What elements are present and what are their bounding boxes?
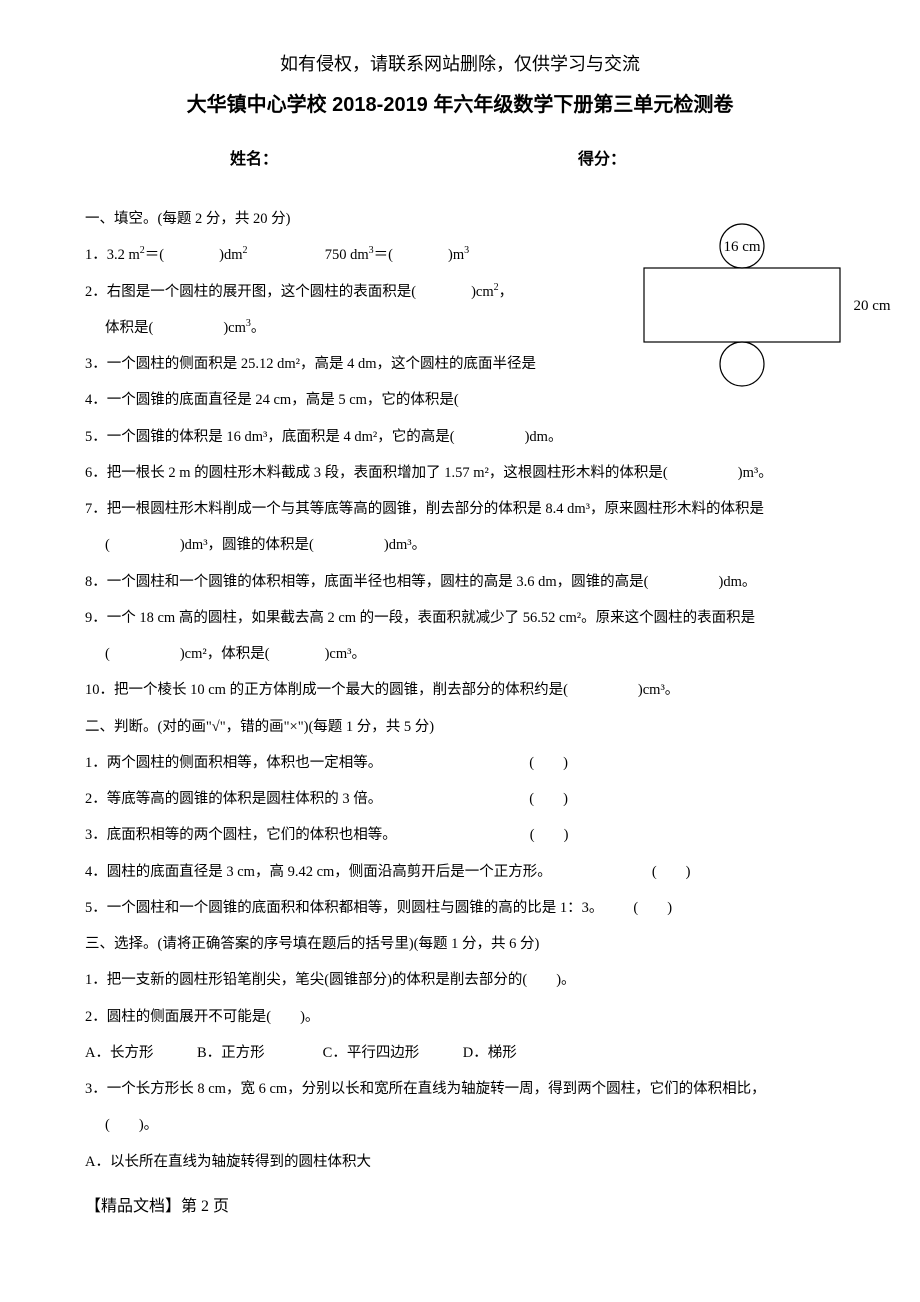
s1-q10: 10．把一个棱长 10 cm 的正方体削成一个最大的圆锥，削去部分的体积约是()… (85, 672, 835, 708)
s2-q1: 1．两个圆柱的侧面积相等，体积也一定相等。( ) (85, 745, 835, 781)
s1-q7-line1: 7．把一根圆柱形木料削成一个与其等底等高的圆锥，削去部分的体积是 8.4 dm³… (85, 491, 835, 527)
header-disclaimer: 如有侵权，请联系网站删除，仅供学习与交流 (85, 50, 835, 76)
s3-q2-opts: A．长方形 B．正方形 C．平行四边形 D．梯形 (85, 1035, 835, 1071)
s3-q1: 1．把一支新的圆柱形铅笔削尖，笔尖(圆锥部分)的体积是削去部分的( )。 (85, 962, 835, 998)
s2-q4: 4．圆柱的底面直径是 3 cm，高 9.42 cm，侧面沿高剪开后是一个正方形。… (85, 854, 835, 890)
s2-q5: 5．一个圆柱和一个圆锥的底面积和体积都相等，则圆柱与圆锥的高的比是 1：3。( … (85, 890, 835, 926)
exam-title: 大华镇中心学校 2018-2019 年六年级数学下册第三单元检测卷 (85, 88, 835, 117)
s3-q3-line2: ( )。 (85, 1107, 835, 1143)
s3-q3-optA: A．以长所在直线为轴旋转得到的圆柱体积大 (85, 1144, 835, 1180)
s1-q8: 8．一个圆柱和一个圆锥的体积相等，底面半径也相等，圆柱的高是 3.6 dm，圆锥… (85, 564, 835, 600)
s2-q2: 2．等底等高的圆锥的体积是圆柱体积的 3 倍。( ) (85, 781, 835, 817)
s1-q5: 5．一个圆锥的体积是 16 dm³，底面积是 4 dm²，它的高是()dm。 (85, 419, 835, 455)
page-footer: 【精品文档】第 2 页 (85, 1192, 835, 1216)
s3-q2: 2．圆柱的侧面展开不可能是( )。 (85, 999, 835, 1035)
name-label: 姓名： (230, 145, 278, 169)
section3-heading: 三、选择。(请将正确答案的序号填在题后的括号里)(每题 1 分，共 6 分) (85, 926, 835, 962)
name-score-row: 姓名： 得分： (85, 145, 835, 169)
section2-heading: 二、判断。(对的画"√"，错的画"×")(每题 1 分，共 5 分) (85, 709, 835, 745)
s1-q9-line1: 9．一个 18 cm 高的圆柱，如果截去高 2 cm 的一段，表面积就减少了 5… (85, 600, 835, 636)
s1-q7-line2: ()dm³，圆锥的体积是()dm³。 (85, 527, 835, 563)
cylinder-unfold-diagram: 16 cm 20 cm (642, 222, 902, 392)
s2-q3: 3．底面积相等的两个圆柱，它们的体积也相等。( ) (85, 817, 835, 853)
diagram-right-label: 20 cm (853, 298, 890, 314)
s3-q3-line1: 3．一个长方形长 8 cm，宽 6 cm，分别以长和宽所在直线为轴旋转一周，得到… (85, 1071, 835, 1107)
diagram-top-label: 16 cm (723, 239, 760, 255)
s1-q6: 6．把一根长 2 m 的圆柱形木料截成 3 段，表面积增加了 1.57 m²，这… (85, 455, 835, 491)
score-label: 得分： (578, 145, 626, 169)
s1-q9-line2: ()cm²，体积是()cm³。 (85, 636, 835, 672)
